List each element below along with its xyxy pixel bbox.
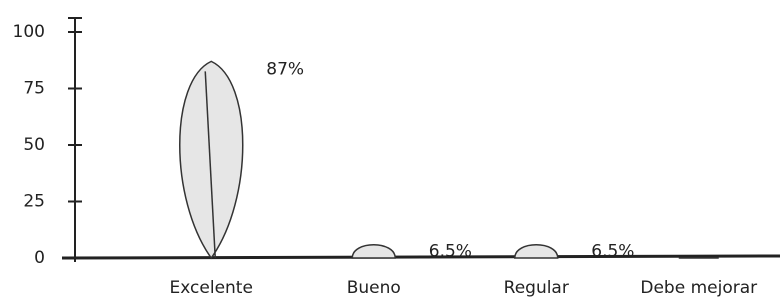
x-tick-label: Debe mejorar — [640, 278, 757, 298]
x-tick-label: Bueno — [347, 278, 401, 298]
chart: 0 25 50 75 100 Excelente 87% Bueno 6.5% Regular 6.… — [0, 0, 780, 305]
x-tick-label: Excelente — [170, 278, 253, 298]
bar — [515, 245, 558, 258]
value-label: 6.5% — [429, 241, 472, 261]
value-label: 6.5% — [591, 241, 634, 261]
page: 0 25 50 75 100 Excelente 87% Bueno 6.5% Regular 6.… — [0, 0, 780, 305]
x-axis — [62, 256, 780, 258]
y-tick-label: 50 — [23, 135, 45, 155]
x-tick-label: Regular — [504, 278, 569, 298]
y-tick-label: 100 — [13, 22, 45, 42]
bar — [352, 245, 395, 258]
value-label: 87% — [266, 59, 304, 79]
bar — [180, 61, 243, 258]
y-tick-label: 25 — [23, 192, 45, 212]
y-tick-label: 75 — [23, 79, 45, 99]
y-tick-label: 0 — [34, 248, 45, 268]
